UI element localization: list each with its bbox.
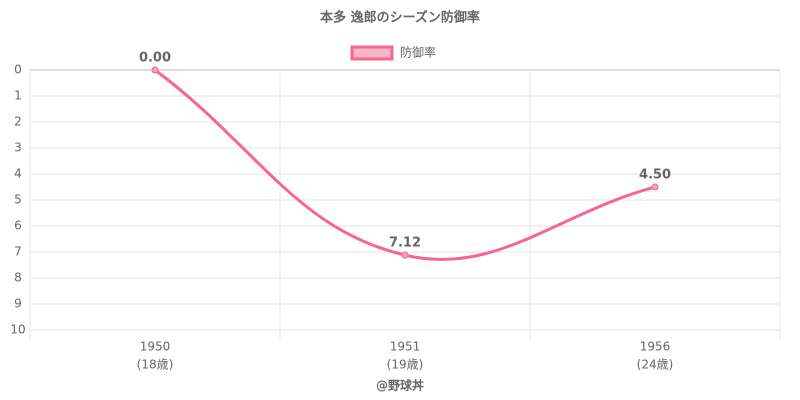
value-label: 0.00 [139,51,171,66]
line [154,68,656,261]
y-tick-label: 9 [14,297,22,311]
y-tick-label: 10 [10,323,25,337]
y-tick-label: 3 [14,141,22,155]
x-tick-sublabel: (18歳) [137,358,174,372]
y-tick-label: 6 [14,219,22,233]
y-tick-label: 8 [14,271,22,285]
x-tick-label: 1956 [640,340,671,354]
value-label: 7.12 [389,236,421,251]
y-tick-label: 7 [14,245,22,259]
y-tick-label: 4 [14,167,22,181]
point [651,183,659,191]
x-tick-sublabel: (19歳) [387,358,424,372]
value-label: 4.50 [639,168,671,183]
footer: @野球丼 [376,378,424,393]
x-tick-sublabel: (24歳) [637,358,674,372]
legend-swatch [350,45,394,61]
legend-label: 防御率 [400,45,436,60]
y-tick-label: 5 [14,193,22,207]
point [401,251,409,259]
x-tick-label: 1950 [140,340,171,354]
y-tick-label: 0 [14,63,22,77]
y-tick-label: 2 [14,115,22,129]
x-tick-label: 1951 [390,340,421,354]
point [151,66,159,74]
y-tick-label: 1 [14,89,22,103]
chart-title: 本多 逸郎のシーズン防御率 [320,10,480,26]
